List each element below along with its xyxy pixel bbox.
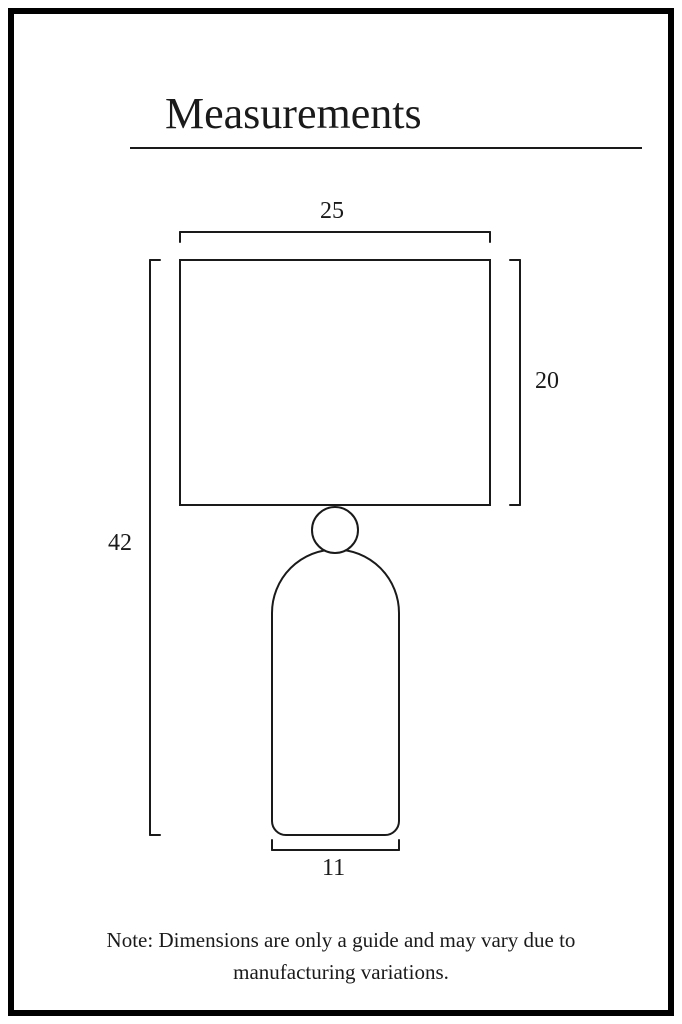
dim-label-shade-height: 20 bbox=[535, 368, 559, 395]
measurement-diagram bbox=[0, 0, 682, 904]
dim-label-shade-width: 25 bbox=[320, 198, 344, 225]
disclaimer-note: Note: Dimensions are only a guide and ma… bbox=[60, 924, 622, 989]
dim-label-total-height: 42 bbox=[108, 530, 132, 557]
dim-label-base-width: 11 bbox=[322, 855, 345, 882]
